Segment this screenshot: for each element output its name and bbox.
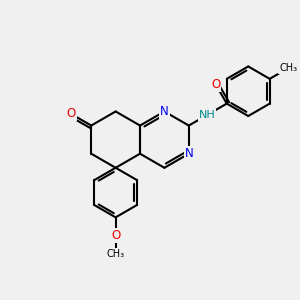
Text: O: O	[211, 78, 220, 91]
Text: N: N	[184, 147, 193, 160]
Text: N: N	[160, 105, 169, 118]
Text: NH: NH	[198, 110, 215, 120]
Text: O: O	[111, 229, 120, 242]
Text: O: O	[67, 107, 76, 121]
Text: CH₃: CH₃	[279, 63, 297, 73]
Text: CH₃: CH₃	[106, 249, 125, 259]
